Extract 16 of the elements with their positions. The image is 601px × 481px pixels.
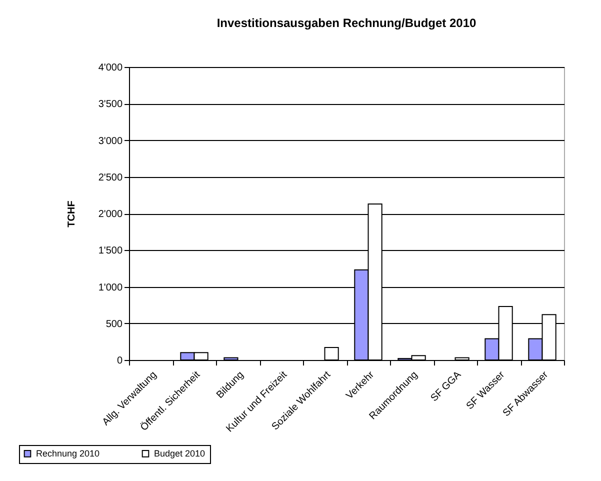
y-tick-label: 0 <box>116 356 123 366</box>
bar <box>224 357 238 360</box>
legend-label: Rechnung 2010 <box>36 448 100 459</box>
y-tick-label: 500 <box>106 318 123 330</box>
y-tick-label: 1'000 <box>98 282 123 294</box>
y-tick-label: 2'500 <box>98 172 123 184</box>
bar <box>454 357 470 360</box>
y-tick-label: 3'500 <box>98 99 123 110</box>
y-tick-label: 2'000 <box>98 209 123 220</box>
y-axis-title: TCHF <box>66 200 78 228</box>
y-tick-label: 4'000 <box>98 62 123 74</box>
legend-label: Budget 2010 <box>154 448 206 459</box>
chart-title: Investitionsausgaben Rechnung/Budget 2010 <box>216 16 477 30</box>
y-tick-label: 3'000 <box>98 136 123 147</box>
bar <box>324 347 339 360</box>
y-tick-label: 1'500 <box>98 246 123 257</box>
